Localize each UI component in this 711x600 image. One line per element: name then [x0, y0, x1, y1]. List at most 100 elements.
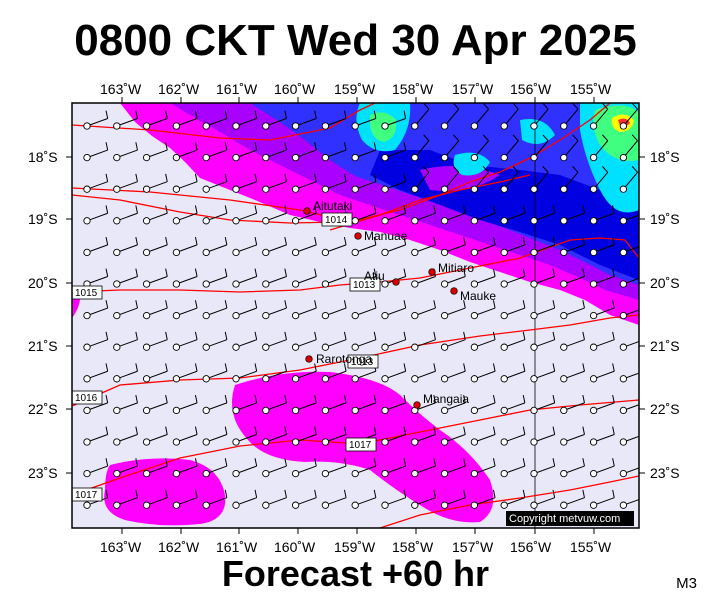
wind-barb-shaft [355, 465, 377, 475]
wind-barb-shaft [265, 276, 287, 285]
wind-station-dot [113, 248, 121, 257]
wind-barb-shaft [444, 212, 466, 222]
wind-barb-shaft [503, 172, 519, 190]
wind-barb-feather [492, 236, 496, 245]
wind-station-dot [381, 343, 389, 351]
wind-barb-feather [224, 110, 228, 119]
wind-barb-shaft [563, 465, 585, 475]
wind-station-dot [381, 153, 389, 162]
wind-barb-feather [224, 458, 228, 467]
wind-barb-shaft [265, 434, 287, 443]
wind-barb-shaft [265, 339, 287, 348]
wind-barb-shaft [235, 244, 257, 253]
wind-barb-shaft [295, 212, 317, 222]
wind-barb-feather [612, 458, 615, 467]
wind-barb-shaft [325, 307, 347, 317]
wind-barb-feather [194, 426, 198, 435]
wind-barb-shaft [235, 402, 257, 411]
wind-barb-shaft [206, 497, 228, 506]
wind-barb-feather [343, 363, 347, 372]
wind-station-dot [440, 406, 449, 415]
wind-barb-shaft [623, 498, 639, 506]
wind-station-dot [321, 469, 330, 478]
wind-barb-feather [343, 489, 347, 498]
wind-barb-feather [642, 300, 644, 308]
wind-station-dot [172, 248, 181, 257]
wind-barb-feather [403, 394, 407, 403]
wind-barb-shaft [593, 339, 615, 348]
wind-station-dot [142, 469, 151, 478]
wind-barb-feather [284, 205, 287, 214]
wind-station-dot [351, 248, 359, 257]
wind-barb-shaft [355, 370, 377, 380]
wind-barb-shaft [533, 402, 555, 411]
wind-station-dot [440, 501, 449, 509]
wind-barb-shaft [206, 402, 228, 411]
wind-barb-shaft [265, 118, 287, 127]
wind-barb-shaft [533, 244, 555, 253]
wind-barb-shaft [563, 497, 585, 506]
wind-barb-shaft [563, 339, 585, 348]
wind-station-dot [113, 122, 121, 130]
wind-barb-feather [642, 332, 644, 340]
wind-station-dot [589, 280, 598, 288]
wind-station-dot [470, 185, 479, 193]
wind-station-dot [381, 280, 389, 288]
lat-label-left-22s: 22˚S [28, 401, 58, 417]
wind-station-dot [321, 185, 330, 193]
wind-station-dot [232, 375, 240, 383]
wind-station-dot [232, 406, 240, 415]
wind-barb-feather [224, 394, 228, 403]
wind-barb-feather [224, 489, 228, 498]
wind-barb-shaft [116, 244, 138, 253]
wind-station-dot [291, 311, 300, 320]
wind-barb-shaft [116, 370, 138, 380]
wind-barb-shaft [116, 118, 138, 127]
wind-barb-shaft [593, 244, 615, 253]
wind-station-dot [530, 438, 538, 446]
wind-barb-feather [314, 426, 317, 435]
wind-barb-feather [165, 236, 168, 245]
lon-label-top-157w: 157˚W [452, 81, 494, 97]
wind-barb-feather [433, 205, 436, 214]
wind-station-dot [530, 153, 538, 162]
wind-station-dot [291, 406, 300, 415]
wind-barb-shaft [384, 465, 406, 475]
wind-barb-feather [343, 394, 347, 403]
wind-barb-feather [433, 458, 436, 467]
wind-station-dot [560, 343, 568, 351]
wind-barb-feather [612, 205, 615, 214]
wind-barb-shaft [593, 465, 615, 475]
wind-barb-feather [492, 363, 496, 372]
wind-station-dot [142, 406, 151, 415]
wind-barb-feather [612, 426, 615, 435]
isobar-1017-b [379, 475, 639, 528]
wind-barb-shaft [176, 181, 198, 190]
wind-barb-shaft [206, 370, 228, 380]
wind-station-dot [470, 311, 479, 320]
wind-station-dot [232, 153, 240, 162]
wind-barb-shaft [563, 434, 585, 443]
wind-barb-feather [602, 166, 609, 173]
wind-station-dot [321, 375, 330, 383]
wind-station-dot [291, 438, 300, 446]
wind-barb-feather [314, 236, 317, 245]
wind-station-dot [291, 185, 300, 193]
wind-barb-feather [612, 394, 615, 403]
wind-barb-shaft [206, 339, 228, 348]
wind-barb-feather [135, 236, 138, 245]
wind-barb-feather [254, 142, 258, 151]
wind-station-dot [500, 343, 508, 351]
wind-barb-feather [373, 331, 377, 340]
wind-barb-feather [135, 268, 138, 277]
lat-label-left-20s: 20˚S [28, 275, 58, 291]
wind-station-dot [351, 217, 359, 225]
wind-barb-shaft [265, 244, 287, 253]
wind-barb-feather [602, 103, 609, 110]
wind-station-dot [619, 469, 628, 478]
wind-station-dot [291, 280, 300, 288]
wind-barb-feather [612, 300, 615, 309]
wind-station-dot [500, 185, 508, 193]
wind-barb-feather [135, 173, 138, 182]
wind-barb-shaft [86, 307, 108, 317]
